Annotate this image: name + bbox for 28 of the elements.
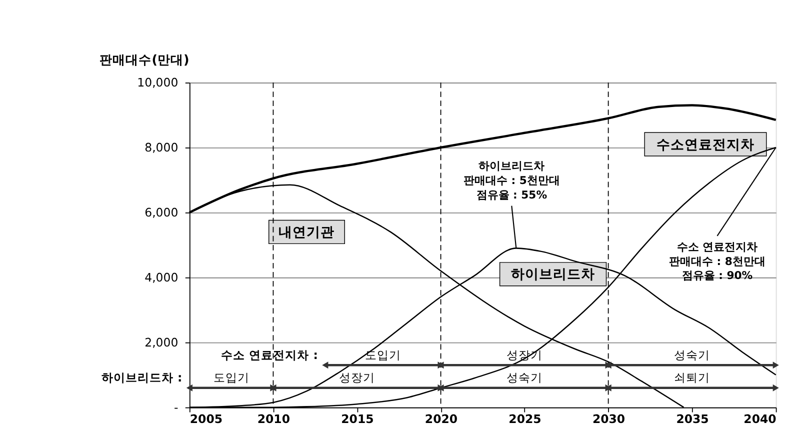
y-tick-label: 4,000 (144, 270, 178, 284)
series-label: 하이브리드차 (511, 266, 596, 283)
y-axis-title: 판매대수(만대) (100, 52, 190, 68)
y-tick-label: 8,000 (144, 140, 178, 155)
annotation: 도입기 (364, 348, 401, 362)
x-tick-label: 2010 (257, 412, 290, 426)
x-tick-label: 2040 (744, 412, 776, 426)
series-label: 내연기관 (278, 224, 335, 240)
x-tick-label: 2035 (676, 412, 709, 426)
annotation: 도입기 (213, 370, 250, 385)
annotation: 성숙기 (674, 348, 710, 362)
y-tick-label: 10,000 (137, 76, 178, 90)
y-tick-label: - (174, 400, 178, 414)
x-tick-label: 2020 (424, 412, 458, 426)
text: 하이브리드차 : (101, 370, 182, 385)
annotation: 수소 연료전지차 판매대수 : 8천만대 점유율 : 90% (669, 240, 766, 282)
annotation: 하이브리드차 판매대수 : 5천만대 점유율 : 55% (463, 160, 560, 202)
y-tick-label: 2,000 (144, 335, 178, 350)
x-tick-label: 2030 (592, 412, 626, 426)
annotation: 성장기 (339, 370, 375, 385)
annotation: 쇠퇴기 (674, 370, 710, 385)
series-label: 수소연료전지차 (656, 136, 754, 153)
annotation: 수소 연료전지차 : (221, 348, 318, 362)
annotation: 성숙기 (506, 370, 543, 385)
x-tick-label: 2015 (341, 412, 374, 426)
x-tick-label: 2025 (508, 412, 542, 426)
y-tick-label: 6,000 (144, 206, 178, 220)
x-tick-label: 2005 (190, 412, 223, 426)
